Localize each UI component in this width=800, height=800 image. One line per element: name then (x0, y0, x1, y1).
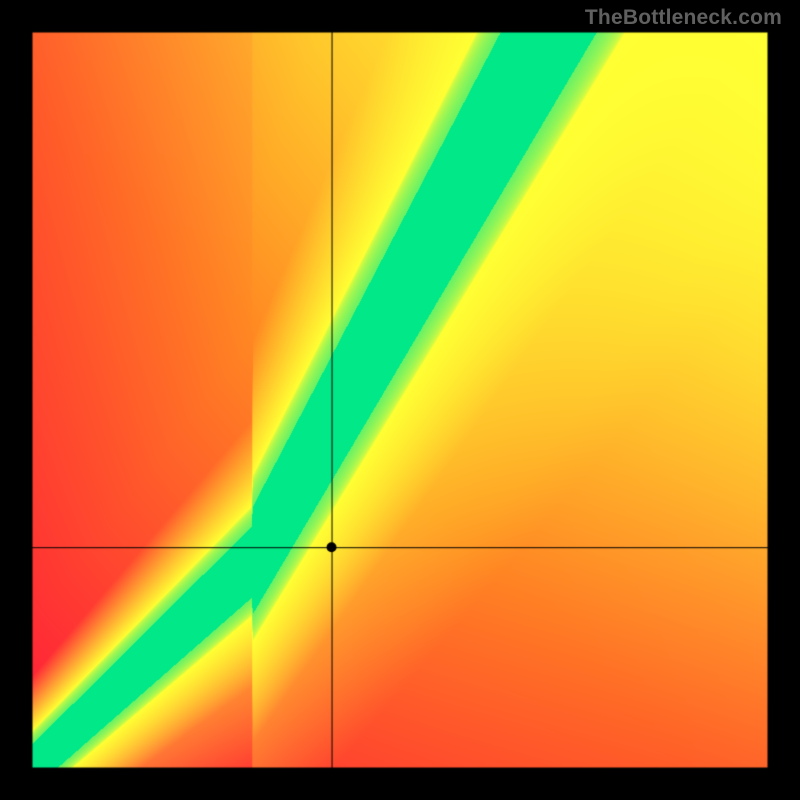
heatmap-canvas (0, 0, 800, 800)
chart-container: TheBottleneck.com (0, 0, 800, 800)
watermark-text: TheBottleneck.com (585, 6, 782, 30)
